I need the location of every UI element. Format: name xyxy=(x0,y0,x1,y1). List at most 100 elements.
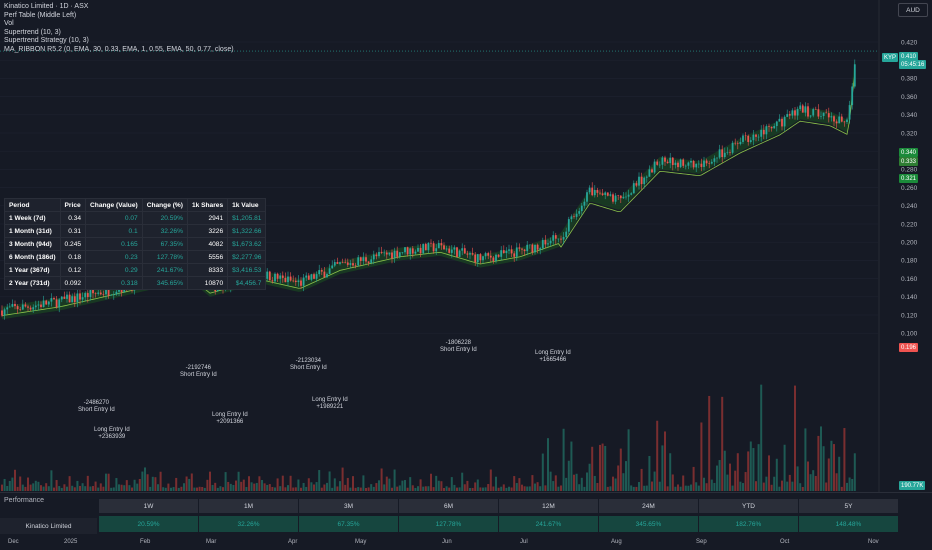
annotation-label: Long Entry Id xyxy=(94,427,130,433)
candle-body xyxy=(838,116,841,124)
volume-bar xyxy=(172,487,175,491)
candle-body xyxy=(690,160,692,163)
volume-bar xyxy=(794,385,796,491)
volume-bar xyxy=(27,477,29,491)
volume-bar xyxy=(752,448,755,491)
volume-bar xyxy=(783,444,786,491)
candle-body xyxy=(580,205,583,212)
volume-bar xyxy=(383,484,386,491)
volume-bar xyxy=(833,444,835,491)
candle-body xyxy=(34,305,37,308)
candle-body xyxy=(1,310,3,316)
volume-bar xyxy=(37,481,40,491)
volume-bar xyxy=(349,487,352,491)
volume-bar xyxy=(461,472,464,491)
candle-body xyxy=(320,270,323,272)
volume-bar xyxy=(409,477,412,491)
volume-bar xyxy=(588,463,591,491)
volume-bar xyxy=(42,486,45,491)
annotation-value: +1989221 xyxy=(316,404,344,410)
candle-body xyxy=(367,261,370,263)
candle-body xyxy=(736,143,739,145)
candle-body xyxy=(14,303,16,307)
volume-bar xyxy=(804,428,807,491)
legend-line[interactable]: Perf Table (Middle Left) xyxy=(4,11,77,19)
candle-body xyxy=(21,304,24,310)
candle-body xyxy=(92,289,94,294)
candle-body xyxy=(669,157,672,164)
volume-bar xyxy=(180,486,183,491)
volume-bar xyxy=(47,486,50,491)
volume-bar xyxy=(281,475,284,491)
currency-button[interactable]: AUD xyxy=(898,3,928,17)
volume-bar xyxy=(206,479,209,491)
volume-bar xyxy=(573,474,575,491)
volume-bar xyxy=(229,483,232,491)
volume-bar xyxy=(305,486,308,491)
legend-line[interactable]: Supertrend (10, 3) xyxy=(4,28,61,36)
time-axis[interactable]: Dec 2025 Feb Mar Apr May Jun Jul Aug Sep… xyxy=(0,536,932,550)
candle-body xyxy=(596,189,599,193)
candle-body xyxy=(370,259,373,263)
legend-line[interactable]: MA_RIBBON R5.2 (0, EMA, 30, 0.33, EMA, 1… xyxy=(4,45,234,53)
candle-body xyxy=(710,161,713,164)
volume-bar xyxy=(284,487,287,491)
candle-body xyxy=(398,252,401,257)
volume-bar xyxy=(294,487,297,491)
volume-bar xyxy=(495,476,497,491)
performance-period-header: 6M xyxy=(399,499,498,513)
annotation-value: -2123034 xyxy=(295,358,322,364)
volume-bar xyxy=(297,479,300,491)
perf-table-cell: 67.35% xyxy=(141,237,188,251)
candle-body xyxy=(658,164,661,166)
volume-bar xyxy=(385,476,388,491)
volume-bar xyxy=(775,458,778,491)
candle-body xyxy=(718,149,721,158)
volume-bar xyxy=(424,486,427,491)
time-label: Feb xyxy=(140,539,151,545)
volume-bar xyxy=(81,483,84,491)
volume-bar xyxy=(354,487,357,491)
candle-body xyxy=(427,242,430,251)
candle-body xyxy=(453,247,456,250)
price-tag-196: 0.196 xyxy=(899,343,919,352)
candle-body xyxy=(500,250,503,257)
candle-body xyxy=(271,280,274,282)
volume-bar xyxy=(658,481,661,491)
candle-body xyxy=(549,240,552,244)
candle-body xyxy=(731,142,734,153)
volume-bar xyxy=(53,487,55,491)
volume-bar xyxy=(723,450,726,491)
legend-line[interactable]: Supertrend Strategy (10, 3) xyxy=(4,37,89,45)
volume-bar xyxy=(458,487,461,491)
volume-bar xyxy=(73,487,76,491)
volume-bar xyxy=(604,445,607,491)
candle-body xyxy=(339,262,341,264)
volume-bar xyxy=(820,426,822,491)
candle-body xyxy=(268,271,271,281)
volume-bar xyxy=(609,486,612,491)
legend-title[interactable]: Kinatico Limited · 1D · ASX xyxy=(4,3,89,10)
volume-bar xyxy=(29,484,32,491)
candle-body xyxy=(289,276,292,281)
volume-bar xyxy=(710,479,713,491)
candle-body xyxy=(638,176,640,186)
volume-bar xyxy=(323,484,326,491)
candle-body xyxy=(118,288,120,292)
candle-body xyxy=(406,247,409,255)
perf-table-cell: 1 Month (31d) xyxy=(4,224,61,238)
volume-bar xyxy=(261,480,263,491)
volume-bar xyxy=(674,486,677,491)
volume-bar xyxy=(333,478,336,491)
candle-body xyxy=(768,126,770,127)
volume-bar xyxy=(682,475,685,491)
price-tick-label: 0.380 xyxy=(901,76,918,83)
volume-bar xyxy=(258,476,261,491)
perf-table-cell: $1,205.81 xyxy=(227,211,267,225)
volume-bar xyxy=(747,451,750,491)
legend-line[interactable]: Vol xyxy=(4,20,14,28)
candle-body xyxy=(352,263,354,266)
volume-bar xyxy=(513,476,516,491)
volume-bar xyxy=(177,487,180,491)
perf-table-row: 3 Month (94d) 0.245 0.165 67.35% 4082 $1,673.… xyxy=(4,237,267,251)
